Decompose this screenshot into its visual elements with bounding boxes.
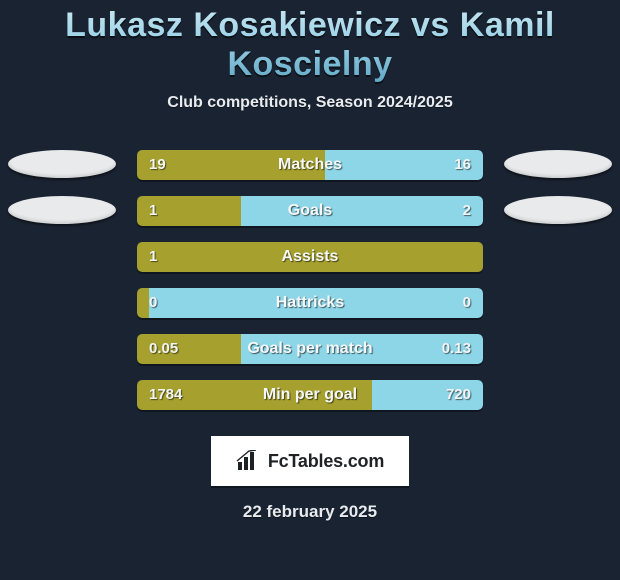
player-left-oval — [8, 196, 116, 224]
comparison-infographic: Lukasz Kosakiewicz vs Kamil Koscielny Cl… — [0, 0, 620, 580]
player-right-oval — [504, 196, 612, 224]
stat-bar: 12Goals — [137, 196, 483, 226]
stat-value-left: 19 — [137, 150, 178, 180]
stat-value-right: 16 — [442, 150, 483, 180]
stat-value-left: 0.05 — [137, 334, 190, 364]
date-text: 22 february 2025 — [0, 502, 620, 522]
stat-value-right: 720 — [434, 380, 483, 410]
stat-value-right: 0.13 — [430, 334, 483, 364]
stat-bar: 1784720Min per goal — [137, 380, 483, 410]
stat-bar-right — [241, 196, 483, 226]
stat-row: 00Hattricks — [0, 280, 620, 326]
stat-value-right — [459, 242, 483, 272]
player-left-oval — [8, 150, 116, 178]
stat-value-left: 1 — [137, 196, 169, 226]
stat-value-right: 0 — [451, 288, 483, 318]
page-title: Lukasz Kosakiewicz vs Kamil Koscielny — [0, 6, 620, 84]
stat-bar: 1Assists — [137, 242, 483, 272]
stat-row: 1916Matches — [0, 142, 620, 188]
stat-value-left: 0 — [137, 288, 169, 318]
stat-row: 12Goals — [0, 188, 620, 234]
stat-bar: 0.050.13Goals per match — [137, 334, 483, 364]
stat-bar: 00Hattricks — [137, 288, 483, 318]
logo-text: FcTables.com — [268, 451, 384, 472]
stat-bar-right — [149, 288, 483, 318]
stat-bar-left — [137, 242, 483, 272]
stat-value-left: 1 — [137, 242, 169, 272]
stat-row: 0.050.13Goals per match — [0, 326, 620, 372]
stat-rows: 1916Matches12Goals1Assists00Hattricks0.0… — [0, 142, 620, 418]
stat-value-left: 1784 — [137, 380, 194, 410]
stat-row: 1784720Min per goal — [0, 372, 620, 418]
logo-badge: FcTables.com — [211, 436, 409, 486]
player-right-oval — [504, 150, 612, 178]
page-subtitle: Club competitions, Season 2024/2025 — [0, 94, 620, 112]
stat-row: 1Assists — [0, 234, 620, 280]
bars-icon — [236, 450, 262, 472]
stat-bar: 1916Matches — [137, 150, 483, 180]
stat-value-right: 2 — [451, 196, 483, 226]
